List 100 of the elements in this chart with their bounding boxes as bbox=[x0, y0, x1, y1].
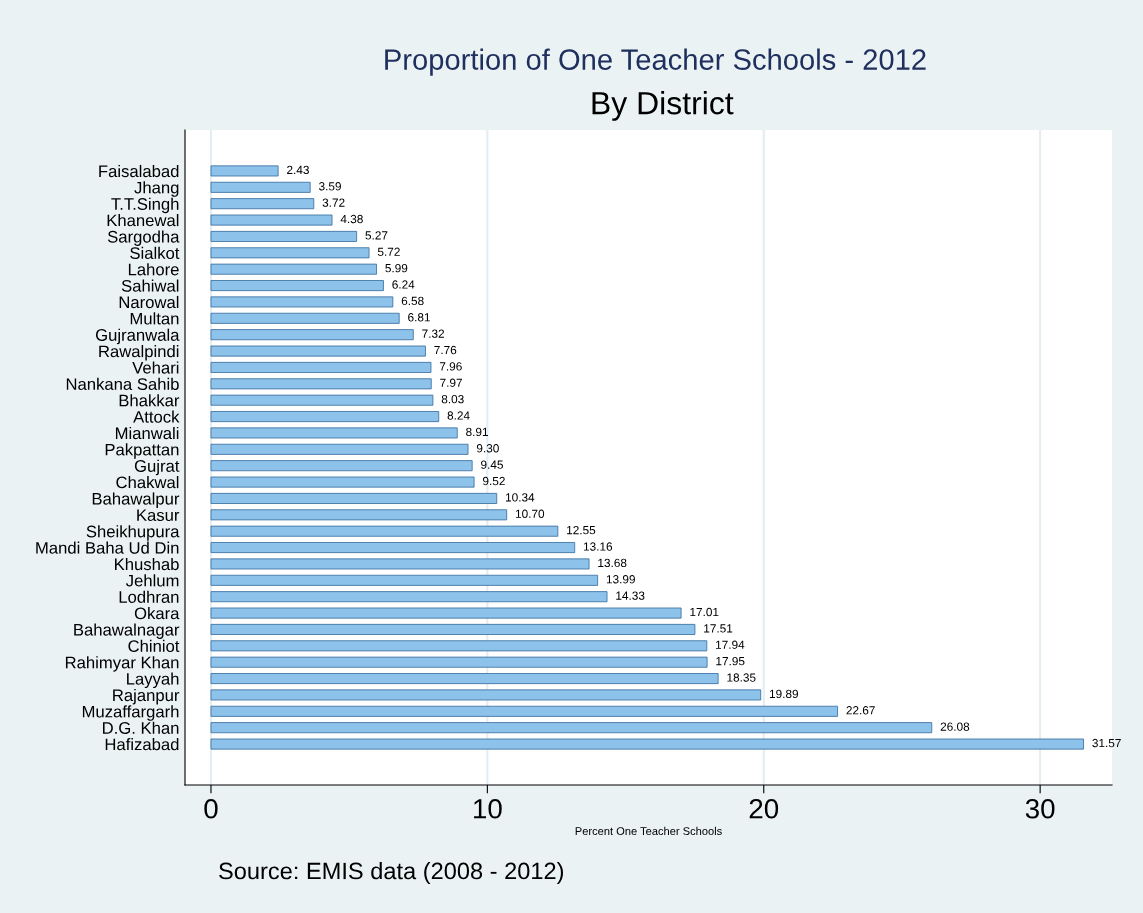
bar bbox=[210, 623, 696, 635]
data-label: 2.43 bbox=[287, 165, 309, 175]
data-label: 7.32 bbox=[422, 329, 445, 338]
bar bbox=[210, 640, 708, 652]
data-label: 6.81 bbox=[408, 313, 430, 322]
bar bbox=[210, 361, 432, 373]
bar bbox=[210, 460, 473, 472]
bar bbox=[210, 607, 682, 619]
data-label: 7.97 bbox=[440, 378, 462, 387]
data-label: 5.27 bbox=[365, 231, 388, 240]
bar bbox=[210, 345, 426, 357]
y-tick-label: Chakwal bbox=[116, 476, 179, 489]
x-axis-title: Percent One Teacher Schools bbox=[575, 826, 722, 836]
y-tick-label: Sahiwal bbox=[121, 279, 179, 292]
bar bbox=[210, 378, 432, 390]
chart-title: Proportion of One Teacher Schools - 2012 bbox=[385, 48, 926, 76]
data-label: 12.55 bbox=[567, 526, 596, 535]
data-label: 9.45 bbox=[481, 460, 503, 469]
data-label: 18.35 bbox=[727, 673, 756, 682]
bar bbox=[210, 165, 279, 177]
bar bbox=[210, 673, 719, 685]
bar bbox=[210, 542, 576, 554]
y-tick-label: Jehlum bbox=[125, 574, 179, 587]
bar bbox=[210, 427, 458, 439]
x-tick-label: 30 bbox=[1025, 798, 1055, 819]
y-tick-label: Multan bbox=[130, 312, 179, 325]
y-tick-label: Vehari bbox=[132, 361, 179, 374]
y-tick-label: Sheikhupura bbox=[86, 525, 180, 541]
bar bbox=[210, 312, 400, 324]
y-tick-label: Gujranwala bbox=[95, 328, 180, 345]
data-label: 10.70 bbox=[515, 509, 545, 518]
y-tick-label: Lodhran bbox=[119, 590, 179, 603]
bar bbox=[210, 476, 475, 488]
bar bbox=[210, 705, 838, 717]
bar bbox=[210, 181, 311, 193]
y-tick-label: Layyah bbox=[127, 672, 179, 689]
bar bbox=[210, 574, 599, 586]
y-tick-label: D.G. Khan bbox=[103, 721, 179, 734]
data-label: 17.01 bbox=[690, 607, 719, 617]
bar bbox=[210, 214, 333, 226]
y-tick-label: T.T.Singh bbox=[111, 197, 179, 214]
data-label: 31.57 bbox=[1092, 738, 1121, 748]
bar bbox=[210, 198, 315, 210]
data-label: 17.51 bbox=[704, 624, 733, 633]
y-tick-label: Bahawalpur bbox=[92, 492, 180, 508]
y-tick-label: Khushab bbox=[115, 557, 179, 571]
y-tick-label: Kasur bbox=[137, 509, 180, 522]
bar bbox=[210, 280, 384, 292]
data-label: 19.89 bbox=[769, 689, 799, 699]
data-label: 8.91 bbox=[466, 427, 488, 437]
y-tick-label: Mandi Baha Ud Din bbox=[36, 541, 179, 554]
bar bbox=[210, 394, 434, 406]
x-tick-label: 0 bbox=[204, 798, 218, 819]
y-tick-label: Rawalpindi bbox=[99, 345, 179, 361]
data-label: 13.68 bbox=[598, 558, 627, 568]
y-tick-label: Mianwali bbox=[115, 426, 179, 440]
data-label: 5.72 bbox=[377, 247, 400, 256]
y-tick-label: Sialkot bbox=[130, 246, 180, 260]
data-label: 13.99 bbox=[606, 575, 635, 584]
bar bbox=[210, 738, 1084, 750]
source-note: Source: EMIS data (2008 - 2012) bbox=[219, 861, 564, 884]
y-tick-label: Hafizabad bbox=[105, 738, 179, 751]
y-tick-label: Bahawalnagar bbox=[74, 623, 180, 639]
y-tick-label: Faisalabad bbox=[99, 164, 179, 178]
y-tick-label: Lahore bbox=[128, 263, 179, 276]
bar bbox=[210, 509, 508, 521]
data-label: 10.34 bbox=[506, 493, 535, 502]
bar bbox=[210, 656, 708, 668]
bar bbox=[210, 591, 608, 603]
y-tick-label: Okara bbox=[134, 607, 180, 620]
y-tick-label: Khanewal bbox=[107, 214, 179, 227]
y-tick-label: Muzaffargarh bbox=[82, 705, 179, 721]
data-label: 7.76 bbox=[434, 345, 457, 355]
data-label: 6.58 bbox=[401, 296, 424, 306]
data-label: 5.99 bbox=[385, 264, 408, 273]
x-tick-label: 20 bbox=[749, 798, 779, 819]
bar bbox=[210, 247, 370, 259]
y-tick-label: Rajanpur bbox=[113, 688, 180, 705]
data-label: 7.96 bbox=[439, 362, 462, 371]
data-label: 17.95 bbox=[716, 657, 745, 666]
bar bbox=[210, 443, 469, 455]
bar bbox=[210, 230, 358, 242]
bar bbox=[210, 558, 590, 570]
bar bbox=[210, 411, 440, 423]
y-tick-label: Pakpattan bbox=[105, 443, 179, 459]
data-label: 4.38 bbox=[340, 214, 363, 224]
bar bbox=[210, 492, 498, 504]
y-tick-label: Rahimyar Khan bbox=[65, 656, 179, 672]
bar bbox=[210, 263, 377, 275]
data-label: 9.52 bbox=[482, 476, 505, 486]
data-label: 13.16 bbox=[583, 542, 613, 551]
data-label: 9.30 bbox=[476, 444, 499, 453]
y-tick-label: Chiniot bbox=[128, 639, 180, 653]
bar bbox=[210, 525, 559, 537]
data-label: 3.72 bbox=[322, 198, 345, 207]
data-label: 26.08 bbox=[940, 722, 970, 731]
y-tick-label: Jhang bbox=[134, 181, 179, 197]
bar bbox=[210, 689, 762, 701]
data-label: 17.94 bbox=[716, 640, 745, 649]
y-tick-label: Sargodha bbox=[107, 230, 180, 246]
